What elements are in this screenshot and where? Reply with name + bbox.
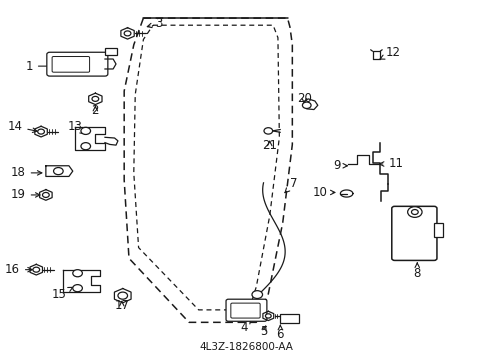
Text: 6: 6	[276, 325, 284, 341]
Text: 7: 7	[285, 177, 297, 193]
Bar	[280, 314, 298, 323]
Circle shape	[54, 167, 63, 175]
Text: 4L3Z-1826800-AA: 4L3Z-1826800-AA	[200, 342, 293, 351]
Circle shape	[92, 96, 99, 102]
FancyBboxPatch shape	[225, 299, 266, 321]
Circle shape	[407, 207, 421, 217]
Text: 14: 14	[7, 120, 37, 133]
Circle shape	[118, 292, 127, 299]
Text: 16: 16	[5, 263, 32, 276]
Text: 18: 18	[11, 166, 42, 179]
Text: 15: 15	[52, 287, 73, 301]
Text: 20: 20	[296, 93, 311, 105]
Circle shape	[251, 291, 262, 298]
Bar	[433, 223, 442, 237]
Text: 21: 21	[262, 139, 277, 152]
Circle shape	[81, 127, 90, 134]
Text: 17: 17	[114, 299, 129, 312]
Circle shape	[81, 143, 90, 150]
Circle shape	[73, 285, 82, 292]
Text: 11: 11	[379, 157, 403, 171]
Circle shape	[302, 102, 310, 108]
Circle shape	[42, 193, 49, 197]
Text: 8: 8	[413, 263, 420, 280]
Text: 4: 4	[240, 319, 250, 334]
Circle shape	[73, 270, 82, 277]
Bar	[105, 48, 117, 55]
Text: 13: 13	[67, 120, 85, 134]
Circle shape	[265, 314, 271, 318]
Text: 5: 5	[259, 325, 266, 338]
Text: 9: 9	[332, 159, 346, 172]
Circle shape	[33, 267, 40, 272]
Circle shape	[124, 31, 131, 36]
Text: 3: 3	[147, 17, 163, 30]
Circle shape	[38, 129, 44, 134]
Circle shape	[264, 128, 272, 134]
FancyBboxPatch shape	[391, 206, 436, 260]
Text: 1: 1	[25, 60, 58, 73]
Text: 10: 10	[312, 186, 334, 199]
Text: 2: 2	[91, 104, 99, 117]
Text: 12: 12	[379, 46, 400, 59]
FancyBboxPatch shape	[47, 52, 108, 76]
FancyBboxPatch shape	[52, 57, 89, 72]
FancyBboxPatch shape	[230, 303, 260, 318]
Circle shape	[410, 210, 417, 215]
Text: 19: 19	[11, 188, 40, 202]
